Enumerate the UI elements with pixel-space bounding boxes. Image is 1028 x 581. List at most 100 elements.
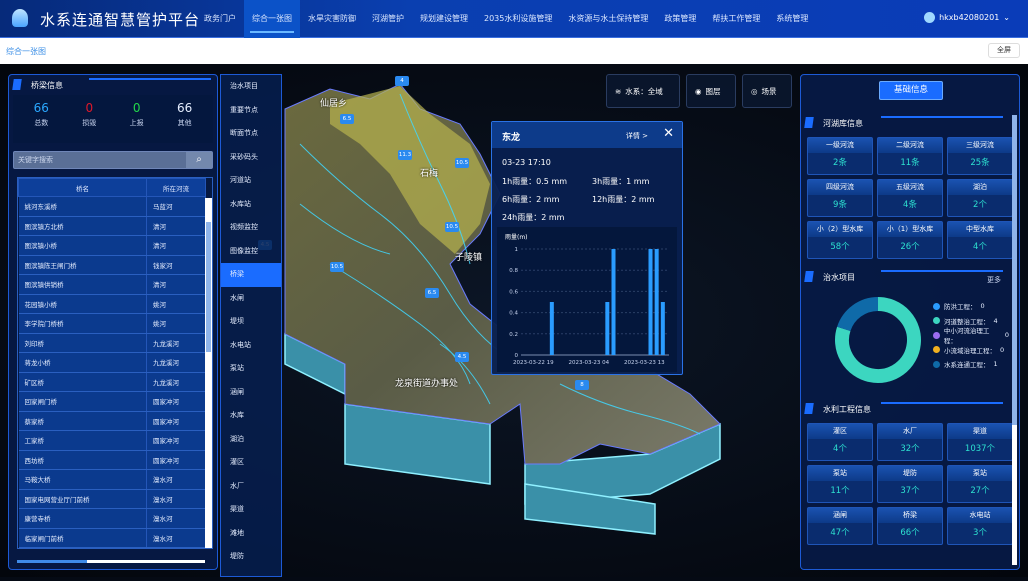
map-station-pin[interactable]: 6.5 — [340, 114, 354, 124]
table-row[interactable]: 图滨镇小桥 清河 — [18, 235, 207, 256]
donut-slice[interactable] — [835, 297, 921, 383]
layer-item[interactable]: 桥梁 — [221, 263, 281, 287]
scroll-thumb[interactable] — [206, 222, 211, 352]
layer-item[interactable]: 渠道 — [230, 505, 244, 513]
map-button-0[interactable]: ≋ 水系：全域 — [606, 74, 680, 108]
user-menu[interactable]: hkxb42080201 ⌄ — [924, 12, 1010, 23]
legend-item[interactable]: 小流域治理工程： 0 — [933, 343, 1009, 358]
table-row[interactable]: 图滨镇陈王闸门桥 钱家河 — [18, 255, 207, 275]
nav-item[interactable]: 系统管理 — [776, 14, 809, 23]
table-row[interactable]: 蒋龙小桥 九龙溪河 — [18, 352, 207, 373]
map-station-pin[interactable]: 10.5 — [455, 158, 469, 168]
info-card[interactable]: 小（2）型水库 58个 — [807, 221, 873, 259]
info-card[interactable]: 桥梁 66个 — [877, 507, 943, 545]
layer-item[interactable]: 重要节点 — [230, 105, 258, 114]
map-button-2[interactable]: ◎ 场景 — [742, 74, 792, 108]
column-header[interactable]: 所在河流 — [145, 178, 207, 197]
nav-item[interactable]: 水资源与水土保持管理 — [568, 14, 649, 23]
nav-item[interactable]: 2035水利设施管理 — [484, 14, 553, 23]
table-row[interactable]: 图滨镇供销桥 清河 — [18, 274, 207, 295]
table-row[interactable]: 马鞍大桥 溴水河 — [18, 469, 207, 490]
map-station-pin[interactable]: 11.3 — [398, 150, 412, 160]
legend-item[interactable]: 中小河流治理工程： 0 — [933, 327, 1009, 345]
nav-item[interactable]: 政策管理 — [664, 14, 697, 23]
layer-item[interactable]: 视频监控 — [230, 223, 258, 231]
layer-item[interactable]: 水闸 — [230, 293, 244, 302]
layer-item[interactable]: 断面节点 — [230, 129, 258, 137]
column-header[interactable]: 桥名 — [18, 178, 147, 197]
nav-item[interactable]: 规划建设管理 — [420, 14, 468, 23]
donut-slice[interactable] — [837, 297, 879, 332]
layer-item[interactable]: 泵站 — [230, 364, 244, 372]
breadcrumb[interactable]: 综合一张图 — [6, 47, 46, 56]
scroll-thumb[interactable] — [1012, 115, 1017, 425]
map-station-pin[interactable]: 4 — [395, 76, 409, 86]
legend-item[interactable]: 水系连通工程： 1 — [933, 357, 1009, 372]
info-card[interactable]: 灌区 4个 — [807, 423, 873, 461]
info-card[interactable]: 一级河流 2条 — [807, 137, 873, 175]
map-button-1[interactable]: ◉ 图层 — [686, 74, 736, 108]
table-row[interactable]: 国家电网营业厅门前桥 溴水河 — [18, 489, 207, 509]
info-card[interactable]: 四级河流 9条 — [807, 179, 873, 217]
info-card[interactable]: 小（1）型水库 26个 — [877, 221, 943, 259]
vertical-scrollbar[interactable] — [205, 198, 212, 548]
more-link[interactable]: 更多 — [987, 276, 1001, 284]
map-station-pin[interactable]: 8 — [575, 380, 589, 390]
info-card[interactable]: 三级河流 25条 — [947, 137, 1013, 175]
info-card[interactable]: 泵站 27个 — [947, 465, 1013, 503]
legend-item[interactable]: 河道整治工程： 4 — [933, 314, 1009, 329]
layer-item[interactable]: 水厂 — [230, 481, 244, 490]
info-card[interactable]: 水厂 32个 — [877, 423, 943, 461]
rain-bar[interactable] — [660, 302, 665, 355]
layer-item[interactable]: 水电站 — [230, 340, 251, 349]
legend-item[interactable]: 防洪工程： 0 — [933, 299, 1009, 314]
rain-bar[interactable] — [648, 249, 653, 355]
table-row[interactable]: 姚河东溪桥 马蓝河 — [18, 196, 207, 217]
layer-item[interactable]: 水库站 — [230, 199, 251, 208]
layer-item[interactable]: 涵闸 — [230, 387, 244, 396]
layer-item[interactable]: 治水项目 — [230, 82, 258, 90]
layer-item[interactable]: 滩地 — [230, 528, 244, 537]
close-icon[interactable]: ✕ — [663, 126, 674, 141]
table-row[interactable]: 临家闸门前桥 溴水河 — [18, 528, 207, 548]
layer-item[interactable]: 图像监控 — [230, 246, 258, 255]
horizontal-scrollbar[interactable] — [17, 560, 205, 563]
rain-bar[interactable] — [605, 302, 610, 355]
info-card[interactable]: 水电站 3个 — [947, 507, 1013, 545]
search-input[interactable] — [14, 152, 186, 168]
table-row[interactable]: 李学院门桥桥 姚河 — [18, 313, 207, 334]
info-card[interactable]: 堤防 37个 — [877, 465, 943, 503]
detail-link[interactable]: 详情 > — [625, 132, 648, 140]
scroll-thumb[interactable] — [17, 560, 87, 563]
table-row[interactable]: 康营寺桥 溴水河 — [18, 508, 207, 529]
rain-bar[interactable] — [611, 249, 616, 355]
table-row[interactable]: 矿区桥 九龙溪河 — [18, 372, 207, 392]
nav-item[interactable]: 河湖管护 — [372, 14, 404, 23]
layer-item[interactable]: 湖泊 — [230, 434, 244, 443]
nav-item[interactable]: 综合一张图 — [244, 0, 300, 38]
table-row[interactable]: 图滨镇方北桥 清河 — [18, 216, 207, 236]
map-station-pin[interactable]: 10.5 — [445, 222, 459, 232]
rain-bar[interactable] — [654, 249, 659, 355]
vertical-scrollbar[interactable] — [1012, 115, 1017, 565]
tab-base-info[interactable]: 基础信息 — [879, 81, 943, 100]
info-card[interactable]: 湖泊 2个 — [947, 179, 1013, 217]
info-card[interactable]: 渠道 1037个 — [947, 423, 1013, 461]
fullscreen-button[interactable]: 全屏 — [988, 43, 1020, 58]
map-station-pin[interactable]: 10.5 — [330, 262, 344, 272]
map-station-pin[interactable]: 4.5 — [455, 352, 469, 362]
info-card[interactable]: 五级河流 4条 — [877, 179, 943, 217]
layer-item[interactable]: 堤坝 — [230, 317, 244, 325]
table-row[interactable]: 西坊桥 圆家冲河 — [18, 450, 207, 470]
nav-item[interactable]: 政务门户 — [204, 14, 236, 23]
layer-item[interactable]: 河道站 — [230, 176, 251, 184]
layer-item[interactable]: 灌区 — [230, 458, 244, 466]
layer-item[interactable]: 堤防 — [230, 552, 244, 560]
info-card[interactable]: 二级河流 11条 — [877, 137, 943, 175]
info-card[interactable]: 泵站 11个 — [807, 465, 873, 503]
table-row[interactable]: 刘印桥 九龙溪河 — [18, 333, 207, 353]
table-row[interactable]: 工家桥 圆家冲河 — [18, 430, 207, 451]
nav-item[interactable]: 水旱灾害防御 — [308, 14, 356, 23]
info-card[interactable]: 涵闸 47个 — [807, 507, 873, 545]
map-station-pin[interactable]: 6.5 — [425, 288, 439, 298]
